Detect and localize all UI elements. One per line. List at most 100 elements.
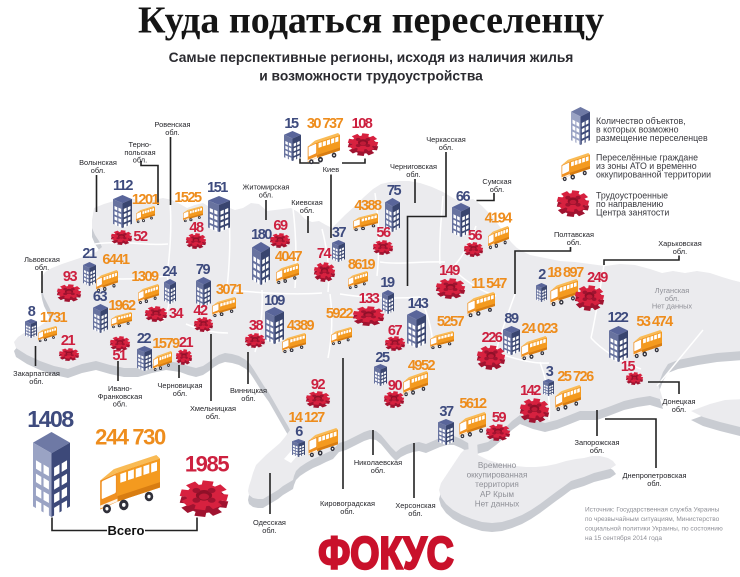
svg-text:обл.: обл. (673, 247, 687, 256)
svg-text:4194: 4194 (485, 211, 513, 227)
svg-text:Черновицкая: Черновицкая (157, 381, 202, 390)
svg-text:2: 2 (538, 267, 546, 283)
svg-text:АР Крым: АР Крым (480, 490, 514, 499)
svg-text:8619: 8619 (348, 257, 376, 273)
svg-text:Житомирская: Житомирская (243, 183, 290, 192)
svg-text:обл.: обл. (490, 185, 504, 194)
svg-text:92: 92 (311, 377, 326, 393)
svg-text:оккупированная: оккупированная (467, 471, 528, 480)
svg-text:Нет данных: Нет данных (475, 499, 520, 508)
svg-text:обл.: обл. (300, 206, 314, 215)
svg-text:1985: 1985 (185, 452, 230, 477)
svg-text:Ровенская: Ровенская (155, 120, 191, 129)
svg-text:38: 38 (249, 318, 264, 334)
svg-text:из зоны АТО и временно: из зоны АТО и временно (596, 161, 697, 171)
svg-text:56: 56 (376, 225, 391, 241)
svg-text:74: 74 (317, 246, 332, 262)
svg-text:территория: территория (475, 480, 519, 489)
svg-text:15: 15 (621, 359, 636, 375)
svg-text:1408: 1408 (27, 406, 74, 432)
svg-text:оккупированной территории: оккупированной территории (596, 169, 711, 179)
svg-text:Киевская: Киевская (291, 198, 323, 207)
svg-text:Луганская: Луганская (655, 286, 690, 295)
svg-text:на 15 сентября 2014 года: на 15 сентября 2014 года (585, 534, 662, 542)
svg-text:19: 19 (380, 275, 395, 291)
svg-text:Сумская: Сумская (482, 177, 511, 186)
svg-text:Трудоустроенные: Трудоустроенные (596, 191, 668, 201)
svg-text:149: 149 (439, 263, 460, 279)
svg-text:3071: 3071 (216, 282, 244, 298)
svg-text:обл.: обл. (567, 238, 581, 247)
svg-text:93: 93 (63, 269, 78, 285)
svg-text:обл.: обл. (262, 526, 276, 535)
svg-text:14 127: 14 127 (288, 410, 325, 426)
svg-text:Переселённые граждане: Переселённые граждане (596, 153, 698, 163)
svg-text:Винницкая: Винницкая (230, 386, 267, 395)
svg-text:1525: 1525 (174, 190, 202, 206)
svg-text:Полтавская: Полтавская (554, 230, 594, 239)
svg-text:5922: 5922 (326, 306, 354, 322)
svg-text:Кировоградская: Кировоградская (320, 499, 375, 508)
svg-text:Нет данных: Нет данных (652, 302, 693, 311)
svg-text:обл.: обл. (165, 128, 179, 137)
svg-text:79: 79 (196, 262, 211, 278)
svg-text:в которых возможно: в которых возможно (596, 124, 679, 134)
svg-text:Одесская: Одесская (253, 518, 286, 527)
svg-text:1201: 1201 (132, 192, 160, 208)
svg-text:обл.: обл. (91, 166, 105, 175)
svg-text:Закарпатская: Закарпатская (13, 369, 60, 378)
svg-text:1309: 1309 (131, 269, 159, 285)
svg-text:Донецкая: Донецкая (662, 397, 695, 406)
svg-text:4047: 4047 (275, 249, 303, 265)
svg-text:37: 37 (439, 404, 454, 420)
svg-text:обл.: обл. (647, 479, 661, 488)
svg-text:142: 142 (520, 383, 541, 399)
svg-text:5257: 5257 (437, 314, 465, 330)
svg-text:122: 122 (608, 310, 629, 326)
svg-text:59: 59 (492, 410, 507, 426)
svg-text:обл.: обл. (259, 190, 273, 199)
svg-text:24: 24 (162, 264, 177, 280)
svg-text:22: 22 (137, 331, 152, 347)
svg-text:42: 42 (193, 303, 208, 319)
svg-text:48: 48 (189, 220, 204, 236)
svg-text:Днепропетровская: Днепропетровская (623, 471, 687, 480)
svg-text:Херсонская: Херсонская (395, 501, 435, 510)
svg-text:Волынская: Волынская (79, 158, 117, 167)
svg-text:1579: 1579 (152, 336, 180, 352)
svg-text:Временно: Временно (478, 461, 517, 470)
svg-text:обл.: обл. (590, 446, 604, 455)
svg-text:Куда податься переселенцу: Куда податься переселенцу (138, 0, 604, 42)
svg-text:6441: 6441 (102, 252, 130, 268)
svg-text:обл.: обл. (371, 466, 385, 475)
svg-text:249: 249 (587, 270, 608, 286)
svg-text:6: 6 (295, 424, 303, 440)
svg-text:социальной политики Украины, п: социальной политики Украины, по состояни… (585, 525, 723, 533)
svg-text:Черкасская: Черкасская (426, 135, 466, 144)
svg-text:21: 21 (82, 246, 97, 262)
svg-text:1962: 1962 (108, 298, 136, 314)
svg-text:109: 109 (264, 293, 285, 309)
svg-text:180: 180 (251, 227, 272, 243)
svg-text:обл.: обл. (408, 509, 422, 518)
svg-text:151: 151 (207, 180, 228, 196)
svg-text:18 897: 18 897 (547, 265, 584, 281)
svg-text:Киев: Киев (323, 165, 340, 174)
svg-text:Харьковская: Харьковская (658, 239, 701, 248)
svg-text:25: 25 (375, 350, 390, 366)
svg-text:143: 143 (408, 296, 429, 312)
svg-text:69: 69 (273, 218, 288, 234)
svg-text:21: 21 (179, 335, 194, 351)
svg-text:обл.: обл. (665, 294, 679, 303)
svg-text:Николаевская: Николаевская (354, 458, 402, 467)
svg-text:Терно-: Терно- (129, 140, 153, 149)
svg-text:обл.: обл. (406, 170, 420, 179)
svg-text:1731: 1731 (40, 310, 68, 326)
svg-text:обл.: обл. (439, 143, 453, 152)
svg-text:89: 89 (504, 311, 519, 327)
svg-text:обл.: обл. (672, 405, 686, 414)
svg-text:Запорожская: Запорожская (575, 438, 620, 447)
svg-text:56: 56 (468, 228, 483, 244)
svg-text:4952: 4952 (408, 358, 436, 374)
svg-text:51: 51 (112, 348, 127, 364)
